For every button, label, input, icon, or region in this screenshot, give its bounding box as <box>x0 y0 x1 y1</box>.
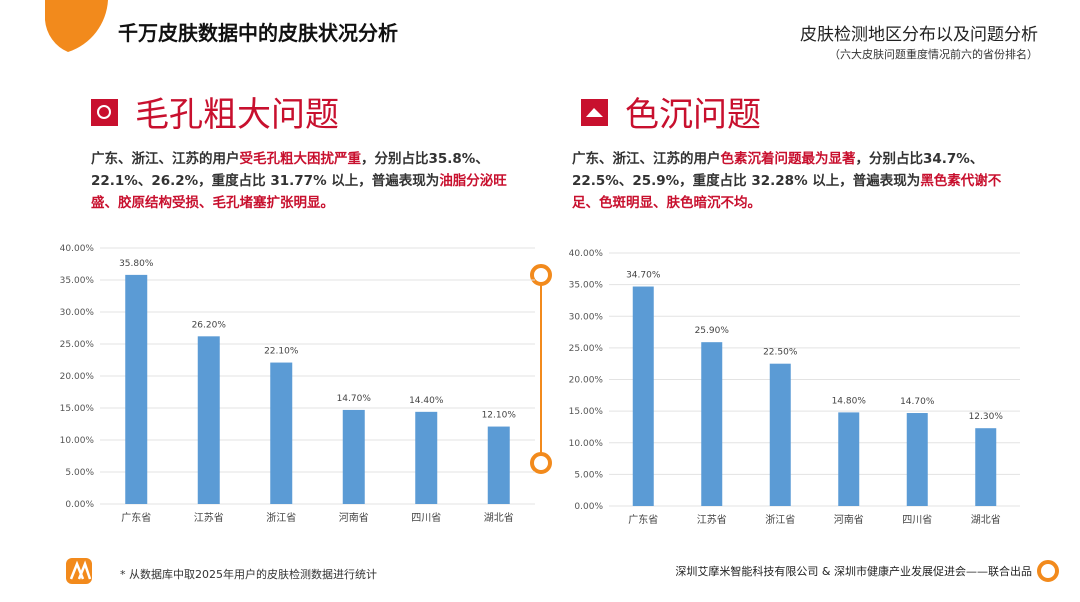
value-label: 12.10% <box>482 411 517 421</box>
bar <box>701 342 723 506</box>
y-tick-label: 15.00% <box>60 404 95 414</box>
y-tick-label: 40.00% <box>60 244 95 254</box>
y-tick-label: 25.00% <box>60 340 95 350</box>
value-label: 22.50% <box>763 348 798 358</box>
icon-glyph <box>586 108 603 117</box>
x-tick-label: 湖北省 <box>971 513 1001 526</box>
bar <box>769 363 791 506</box>
y-tick-label: 15.00% <box>569 407 604 417</box>
y-tick-label: 5.00% <box>574 470 603 480</box>
value-label: 34.70% <box>626 271 661 281</box>
y-tick-label: 35.00% <box>569 281 604 291</box>
y-tick-label: 0.00% <box>65 500 94 510</box>
desc-text: ，分别占比35.8%、22.1%、26.2%，重度占比 31.77% 以上，普遍… <box>91 151 489 189</box>
y-tick-label: 20.00% <box>60 372 95 382</box>
bar <box>270 362 293 504</box>
bar <box>975 428 997 506</box>
y-tick-label: 20.00% <box>569 376 604 386</box>
x-tick-label: 广东省 <box>628 513 658 526</box>
bar <box>906 413 928 506</box>
value-label: 14.70% <box>337 394 372 404</box>
x-tick-label: 四川省 <box>902 513 932 526</box>
value-label: 14.70% <box>900 397 935 407</box>
right-title: 皮肤检测地区分布以及问题分析 <box>800 25 1038 45</box>
y-tick-label: 40.00% <box>569 249 604 259</box>
footnote: * 从数据库中取2025年用户的皮肤检测数据进行统计 <box>120 567 377 581</box>
x-tick-label: 河南省 <box>834 513 864 526</box>
value-label: 14.40% <box>409 396 444 406</box>
bar <box>632 286 654 506</box>
desc-highlight: 色素沉着问题最为显著 <box>720 151 856 167</box>
bar <box>125 274 148 504</box>
icon-glyph <box>97 105 111 119</box>
bar <box>838 412 860 506</box>
x-tick-label: 江苏省 <box>697 513 727 526</box>
section-title: 色沉问题 <box>625 95 761 135</box>
timeline-dot <box>530 452 552 474</box>
desc-highlight: 油脂分泌旺盛、胶原结构受损、毛孔堵塞扩张明显。 <box>91 173 507 211</box>
description: 广东、浙江、江苏的用户色素沉着问题最为显著，分别占比34.7%、22.5%、25… <box>572 148 1012 214</box>
right-subtitle: （六大皮肤问题重度情况前六的省份排名） <box>829 47 1038 61</box>
y-tick-label: 35.00% <box>60 276 95 286</box>
timeline-dot <box>530 264 552 286</box>
x-tick-label: 浙江省 <box>765 513 795 526</box>
description: 广东、浙江、江苏的用户受毛孔粗大困扰严重，分别占比35.8%、22.1%、26.… <box>91 148 531 214</box>
value-label: 14.80% <box>832 396 867 406</box>
x-tick-label: 湖北省 <box>484 511 514 524</box>
x-tick-label: 浙江省 <box>266 511 296 524</box>
value-label: 22.10% <box>264 347 299 357</box>
slide-title: 千万皮肤数据中的皮肤状况分析 <box>118 21 398 45</box>
value-label: 35.80% <box>119 259 154 269</box>
desc-text: 广东、浙江、江苏的用户 <box>572 151 721 167</box>
footer-dot <box>1037 560 1059 582</box>
y-tick-label: 0.00% <box>574 502 603 512</box>
value-label: 26.20% <box>192 320 227 330</box>
bar <box>197 336 220 504</box>
value-label: 12.30% <box>969 412 1004 422</box>
logo-glyph <box>69 560 92 580</box>
x-tick-label: 广东省 <box>121 511 151 524</box>
y-tick-label: 30.00% <box>569 312 604 322</box>
bar <box>342 409 365 504</box>
y-tick-label: 25.00% <box>569 344 604 354</box>
y-tick-label: 5.00% <box>65 468 94 478</box>
credit: 深圳艾摩米智能科技有限公司 & 深圳市健康产业发展促进会——联合出品 <box>675 564 1032 578</box>
y-tick-label: 30.00% <box>60 308 95 318</box>
x-tick-label: 河南省 <box>339 511 369 524</box>
y-tick-label: 10.00% <box>60 436 95 446</box>
x-tick-label: 江苏省 <box>194 511 224 524</box>
bar <box>415 411 438 504</box>
section-icon <box>91 99 118 126</box>
section-title: 毛孔粗大问题 <box>135 95 339 135</box>
y-tick-label: 10.00% <box>569 439 604 449</box>
desc-text: ，分别占比34.7%、22.5%、25.9%，重度占比 32.28% 以上，普遍… <box>572 151 984 189</box>
desc-highlight: 黑色素代谢不足、色斑明显、肤色暗沉不均。 <box>572 173 1002 211</box>
corner-decoration <box>45 0 108 52</box>
desc-text: 广东、浙江、江苏的用户 <box>91 151 240 167</box>
bar <box>487 426 510 504</box>
desc-highlight: 受毛孔粗大困扰严重 <box>239 151 362 167</box>
value-label: 25.90% <box>695 326 730 336</box>
x-tick-label: 四川省 <box>411 511 441 524</box>
